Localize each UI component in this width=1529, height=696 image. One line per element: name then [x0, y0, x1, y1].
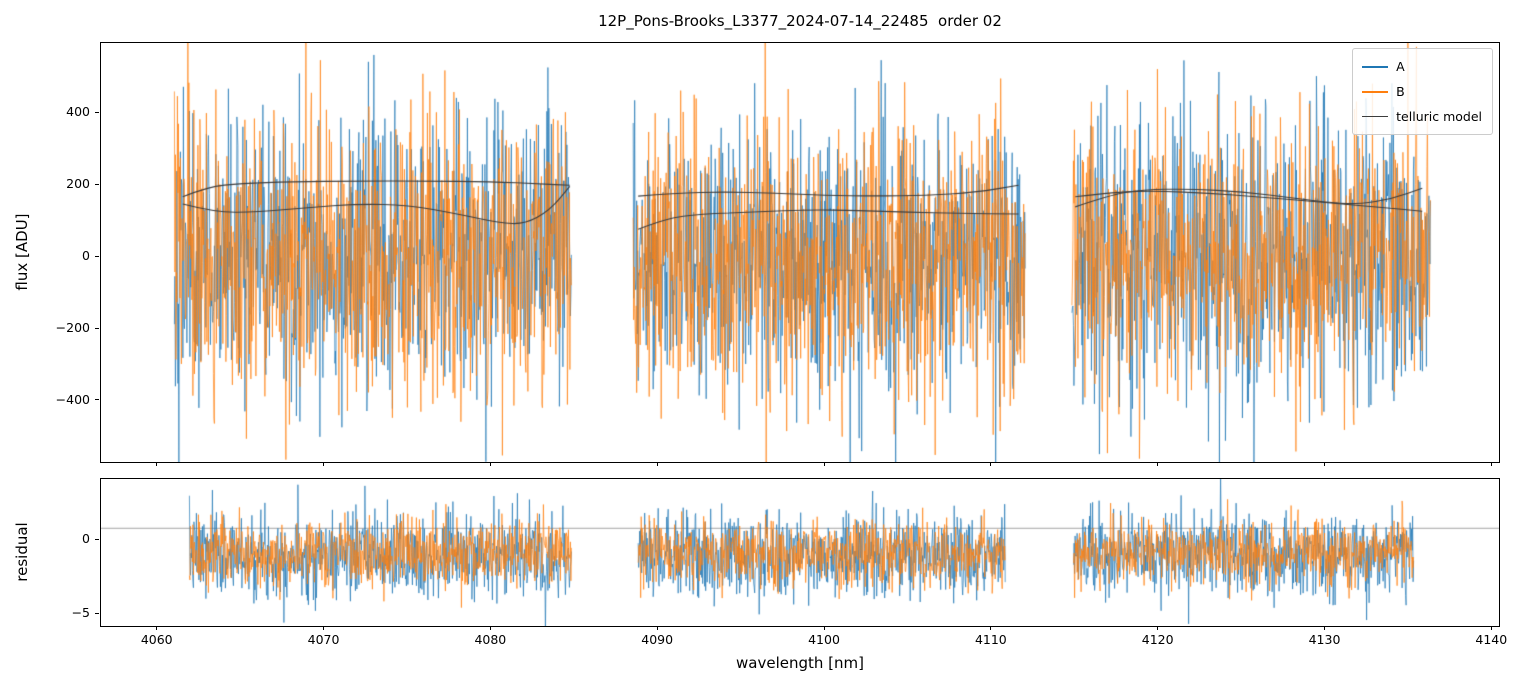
plot-title: 12P_Pons-Brooks_L3377_2024-07-14_22485 o… [598, 12, 1002, 30]
x-tick-label: 4130 [1308, 632, 1341, 647]
x-tick [156, 626, 158, 630]
legend-line-b-icon [1362, 90, 1389, 93]
legend-label-telluric: telluric model [1396, 109, 1482, 124]
flux-y-tick-label: −400 [55, 391, 90, 407]
x-tick [1490, 626, 1492, 630]
flux-y-tick-label: 200 [66, 176, 90, 192]
flux-y-tick [95, 111, 99, 113]
x-tick [156, 462, 158, 466]
flux-y-tick [95, 183, 99, 185]
x-tick [1157, 462, 1159, 466]
residual-y-tick [95, 538, 99, 540]
legend-label-a: A [1396, 59, 1405, 74]
x-tick-label: 4110 [974, 632, 1007, 647]
x-tick [323, 626, 325, 630]
residual-y-tick-label: 0 [82, 531, 90, 547]
legend-entry-a: A [1362, 54, 1482, 79]
legend-label-b: B [1396, 84, 1405, 99]
residual-y-axis-label: residual [13, 522, 31, 582]
x-tick-label: 4060 [140, 632, 173, 647]
x-tick [990, 462, 992, 466]
x-tick [1157, 626, 1159, 630]
x-tick [323, 462, 325, 466]
residual-plot-canvas [101, 479, 1499, 626]
x-tick-label: 4090 [641, 632, 674, 647]
x-tick [823, 462, 825, 466]
legend-entry-b: B [1362, 79, 1482, 104]
x-tick [489, 462, 491, 466]
x-tick [990, 626, 992, 630]
flux-y-tick [95, 327, 99, 329]
flux-y-axis-label: flux [ADU] [13, 213, 31, 291]
x-tick [489, 626, 491, 630]
flux-axes: A B telluric model [100, 42, 1500, 463]
x-tick [656, 626, 658, 630]
x-tick [656, 462, 658, 466]
x-tick [823, 626, 825, 630]
flux-y-tick-label: 400 [66, 104, 90, 120]
residual-y-tick-label: −5 [71, 605, 90, 621]
x-tick [1324, 462, 1325, 466]
residual-axes [100, 478, 1500, 627]
x-tick-label: 4140 [1475, 632, 1508, 647]
x-tick [1490, 462, 1492, 466]
legend-line-telluric-icon [1362, 116, 1389, 117]
flux-y-tick-label: 0 [82, 248, 90, 264]
flux-y-tick [95, 255, 99, 257]
x-tick-label: 4120 [1141, 632, 1174, 647]
x-axis-label: wavelength [nm] [736, 654, 864, 672]
x-tick [1324, 626, 1325, 630]
legend-line-a-icon [1362, 65, 1389, 68]
x-tick-label: 4070 [307, 632, 340, 647]
flux-plot-canvas [101, 43, 1499, 462]
flux-y-tick-label: −200 [55, 320, 90, 336]
legend: A B telluric model [1352, 48, 1493, 135]
legend-entry-telluric: telluric model [1362, 104, 1482, 129]
flux-y-tick [95, 399, 99, 401]
x-tick-label: 4100 [808, 632, 840, 647]
x-tick-label: 4080 [474, 632, 507, 647]
residual-y-tick [95, 612, 99, 614]
